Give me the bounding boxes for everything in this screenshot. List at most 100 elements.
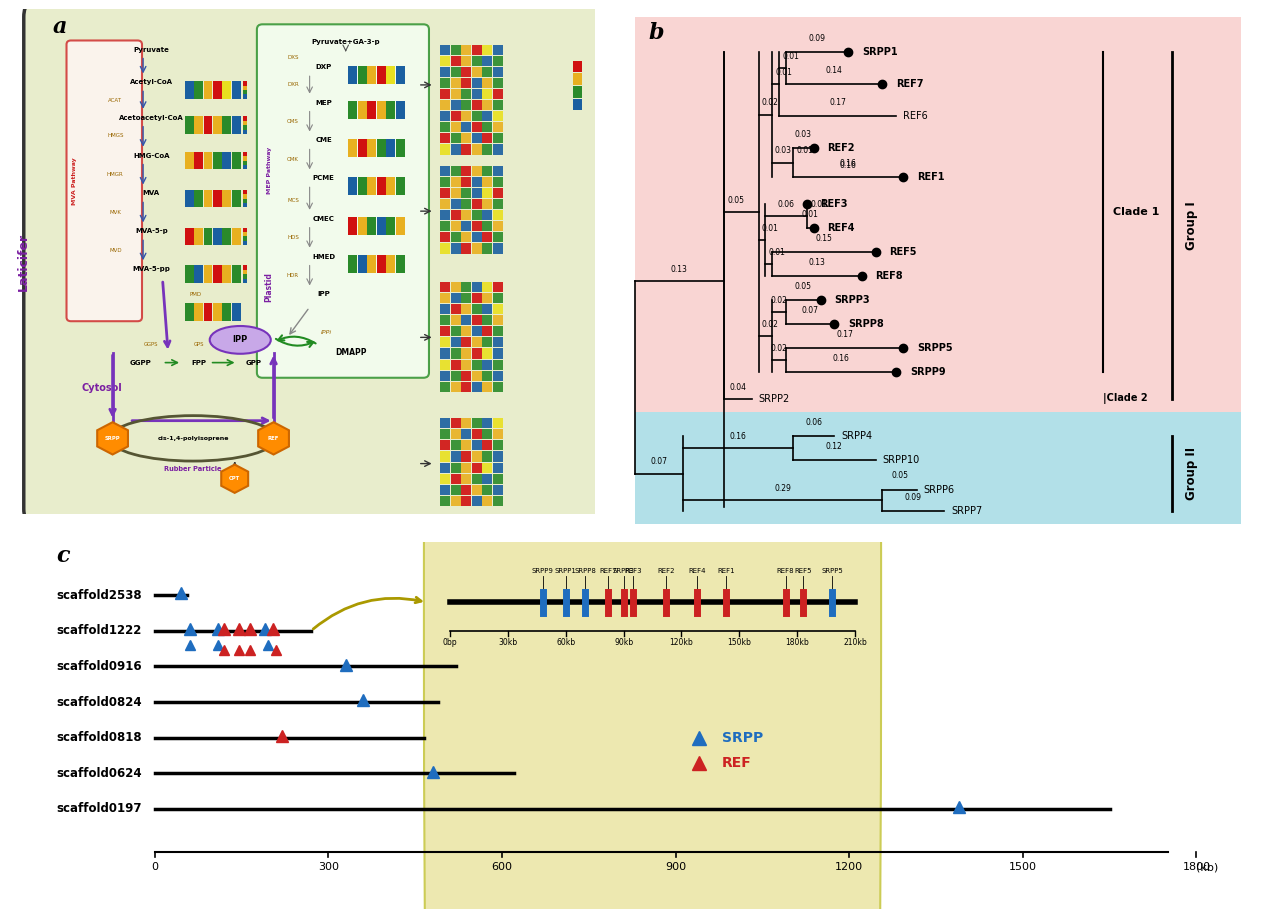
Bar — [194, 303, 203, 321]
Text: REF5: REF5 — [889, 247, 917, 257]
Bar — [376, 101, 385, 119]
Bar — [232, 265, 241, 283]
Bar — [451, 133, 461, 143]
Bar — [440, 188, 450, 198]
Text: SRPP10: SRPP10 — [883, 455, 920, 465]
Text: 0bp: 0bp — [442, 638, 457, 646]
Bar — [493, 474, 503, 484]
Bar — [395, 255, 404, 273]
Text: IPPi: IPPi — [321, 330, 332, 335]
Bar — [493, 282, 503, 292]
Text: 210kb: 210kb — [843, 638, 867, 646]
Bar — [461, 122, 471, 132]
Text: SRPP: SRPP — [722, 731, 763, 744]
Text: scaffold0916: scaffold0916 — [57, 660, 142, 673]
Bar — [471, 315, 481, 325]
Bar — [440, 382, 450, 392]
Bar — [461, 418, 471, 428]
Text: GPS: GPS — [194, 342, 204, 347]
Bar — [461, 144, 471, 154]
Bar — [493, 485, 503, 495]
Text: REF1: REF1 — [717, 568, 735, 574]
Bar — [232, 151, 241, 170]
Bar — [440, 349, 450, 359]
Bar — [440, 78, 450, 88]
Bar — [461, 315, 471, 325]
Text: SRPP8: SRPP8 — [848, 319, 884, 330]
Bar — [461, 78, 471, 88]
Text: CME: CME — [315, 138, 332, 143]
Bar — [451, 463, 461, 473]
Bar — [243, 156, 247, 161]
Text: 0.01: 0.01 — [783, 51, 799, 61]
Bar — [440, 304, 450, 314]
Bar — [471, 243, 481, 253]
Bar — [461, 100, 471, 110]
Bar — [493, 111, 503, 121]
Bar — [471, 349, 481, 359]
Text: SRPP3: SRPP3 — [613, 568, 635, 574]
Bar — [243, 125, 247, 129]
Text: SRPP: SRPP — [105, 436, 120, 441]
Bar — [243, 265, 247, 270]
Bar — [348, 255, 357, 273]
Text: SRPP1: SRPP1 — [555, 568, 576, 574]
Bar — [493, 144, 503, 154]
Bar — [367, 101, 376, 119]
Bar — [493, 177, 503, 187]
Bar — [357, 218, 367, 235]
Bar — [243, 117, 247, 121]
Bar — [348, 66, 357, 84]
Bar — [493, 293, 503, 303]
Bar — [493, 304, 503, 314]
Bar — [223, 151, 232, 170]
Bar — [471, 452, 481, 462]
Text: Cytosol: Cytosol — [81, 383, 122, 393]
Text: REF1: REF1 — [917, 173, 944, 183]
Bar — [471, 360, 481, 370]
Text: Acetyl-CoA: Acetyl-CoA — [131, 79, 172, 85]
Text: MVD: MVD — [109, 248, 122, 253]
Bar — [451, 56, 461, 66]
Bar — [471, 144, 481, 154]
Bar — [440, 485, 450, 495]
Bar — [243, 232, 247, 236]
Bar — [395, 66, 404, 84]
Bar — [483, 315, 493, 325]
Bar — [451, 232, 461, 242]
Text: 30kb: 30kb — [498, 638, 517, 646]
Text: 1200: 1200 — [835, 863, 863, 872]
Bar — [471, 221, 481, 231]
Text: 0.04: 0.04 — [730, 383, 746, 392]
Text: 0.01: 0.01 — [769, 248, 786, 257]
Text: c: c — [57, 545, 70, 567]
Bar — [461, 210, 471, 220]
Bar — [461, 360, 471, 370]
Bar — [243, 161, 247, 165]
Bar — [493, 360, 503, 370]
Bar — [483, 221, 493, 231]
Bar — [367, 255, 376, 273]
Bar — [483, 418, 493, 428]
Bar — [483, 293, 493, 303]
Text: SRPP5: SRPP5 — [821, 568, 843, 574]
Text: 0.07: 0.07 — [802, 306, 818, 315]
Bar — [204, 190, 213, 207]
Text: REF4: REF4 — [688, 568, 706, 574]
Bar — [213, 228, 222, 245]
Text: REF8: REF8 — [875, 271, 903, 281]
Bar — [367, 66, 376, 84]
Text: 0.16: 0.16 — [730, 432, 746, 441]
Text: SRPP2: SRPP2 — [759, 394, 789, 404]
Text: SRPP5: SRPP5 — [917, 343, 953, 353]
Bar — [451, 282, 461, 292]
Bar — [223, 228, 232, 245]
Bar — [483, 349, 493, 359]
Text: 0.01: 0.01 — [810, 200, 827, 208]
Bar — [493, 232, 503, 242]
Bar — [483, 452, 493, 462]
Text: GPP: GPP — [246, 360, 262, 365]
Bar — [243, 95, 247, 99]
Bar — [493, 188, 503, 198]
Bar — [451, 221, 461, 231]
